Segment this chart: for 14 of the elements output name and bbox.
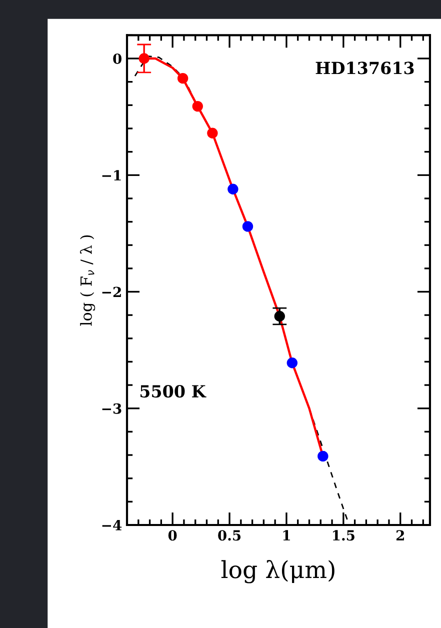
x-tick-label: 1.5 xyxy=(333,530,354,541)
x-axis-title: log λ(μm) xyxy=(221,560,334,584)
y-tick-label: −2 xyxy=(102,286,121,298)
x-tick-label: 0 xyxy=(168,530,177,541)
y-axis-title: log ( F$_{ν}$ / λ ) xyxy=(80,235,96,326)
y-tick-label: −4 xyxy=(102,520,122,530)
y-tick-label: −3 xyxy=(102,403,122,414)
annotation: 5500 K xyxy=(140,384,206,398)
y-tick-label: −1 xyxy=(102,170,121,180)
x-tick-label: 1 xyxy=(283,530,290,540)
x-tick-label: 0.5 xyxy=(218,530,241,541)
annotation: HD137613 xyxy=(316,62,414,74)
x-tick-label: 2 xyxy=(396,530,404,540)
y-tick-label: 0 xyxy=(113,53,122,64)
